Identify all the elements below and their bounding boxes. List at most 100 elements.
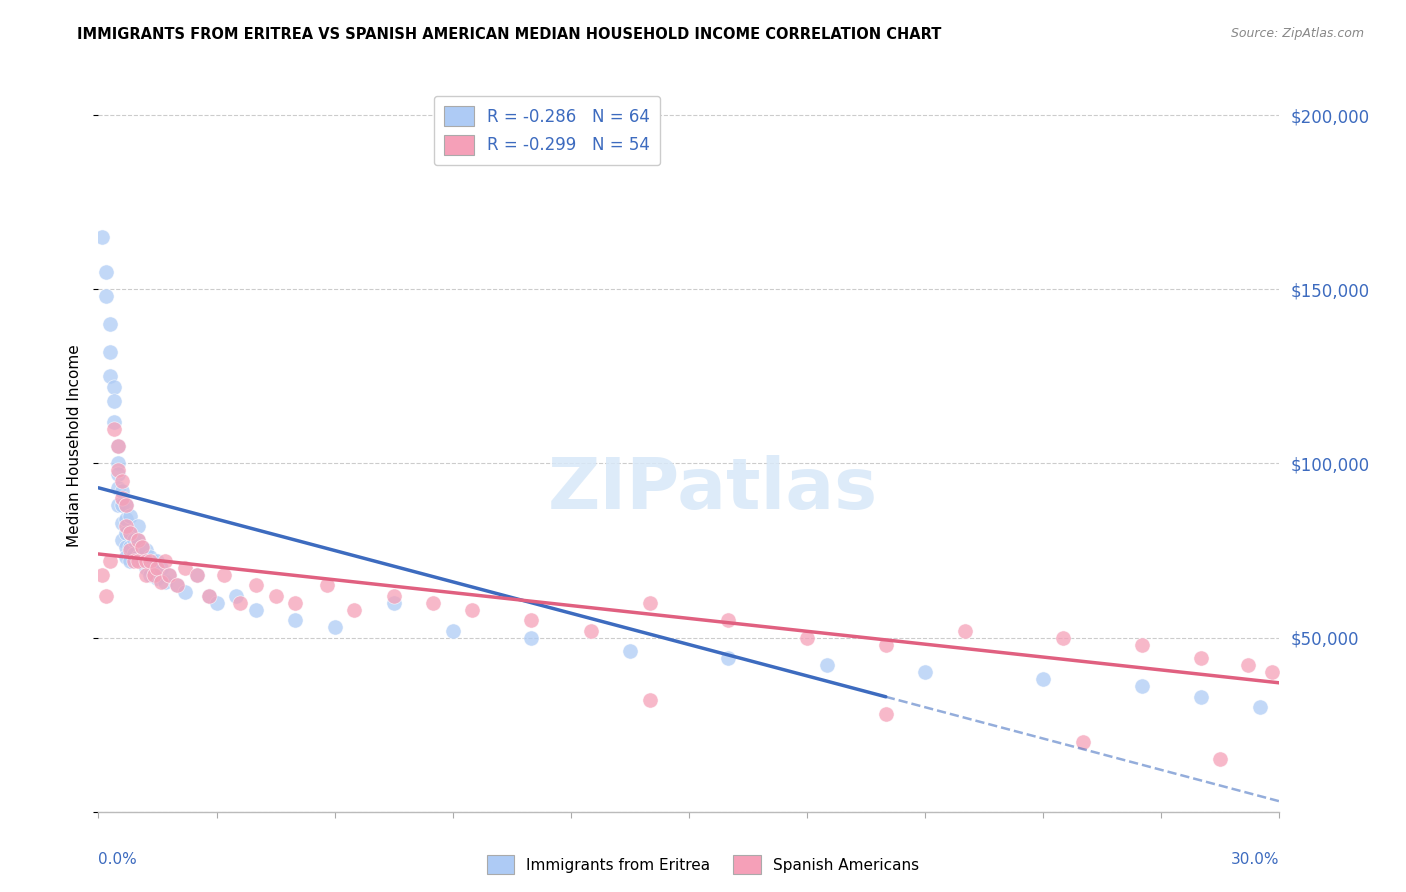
Point [118, 540, 141, 554]
Point [115, 550, 138, 565]
Point [225, 589, 247, 603]
Point [146, 554, 169, 568]
Point [382, 589, 405, 603]
Point [875, 638, 897, 652]
Y-axis label: Median Household Income: Median Household Income [67, 344, 83, 548]
Point [197, 589, 219, 603]
Point [1071, 735, 1094, 749]
Text: ZIPatlas: ZIPatlas [547, 456, 877, 524]
Point [1130, 638, 1153, 652]
Point [205, 596, 228, 610]
Point [1249, 700, 1271, 714]
Point [138, 554, 160, 568]
Point [138, 567, 160, 582]
Point [284, 613, 307, 627]
Point [115, 540, 138, 554]
Point [157, 567, 180, 582]
Point [127, 550, 149, 565]
Text: IMMIGRANTS FROM ERITREA VS SPANISH AMERICAN MEDIAN HOUSEHOLD INCOME CORRELATION : IMMIGRANTS FROM ERITREA VS SPANISH AMERI… [77, 27, 942, 42]
Point [115, 498, 138, 512]
Point [115, 519, 138, 533]
Point [155, 554, 177, 568]
Point [127, 519, 149, 533]
Point [1209, 752, 1232, 766]
Point [127, 533, 149, 547]
Point [142, 567, 165, 582]
Point [111, 491, 134, 506]
Point [1189, 690, 1212, 704]
Point [98, 345, 121, 359]
Point [115, 512, 138, 526]
Point [197, 589, 219, 603]
Point [96, 289, 118, 303]
Point [107, 467, 129, 481]
Point [796, 631, 818, 645]
Point [115, 526, 138, 541]
Point [343, 603, 366, 617]
Point [131, 540, 153, 554]
Point [638, 596, 661, 610]
Point [953, 624, 976, 638]
Text: Source: ZipAtlas.com: Source: ZipAtlas.com [1230, 27, 1364, 40]
Point [619, 644, 641, 658]
Point [122, 547, 145, 561]
Point [107, 481, 129, 495]
Point [118, 526, 141, 541]
Point [717, 613, 740, 627]
Point [1052, 631, 1074, 645]
Point [107, 439, 129, 453]
Point [122, 554, 145, 568]
Point [1189, 651, 1212, 665]
Point [245, 603, 267, 617]
Point [91, 230, 114, 244]
Point [146, 571, 169, 585]
Point [107, 498, 129, 512]
Point [229, 596, 252, 610]
Point [135, 554, 157, 568]
Point [157, 567, 180, 582]
Point [103, 415, 125, 429]
Point [520, 631, 543, 645]
Point [382, 596, 405, 610]
Point [107, 463, 129, 477]
Text: 0.0%: 0.0% [98, 852, 138, 867]
Point [214, 567, 236, 582]
Point [135, 561, 157, 575]
Point [127, 533, 149, 547]
Point [111, 474, 134, 488]
Point [166, 578, 188, 592]
Text: 30.0%: 30.0% [1232, 852, 1279, 867]
Point [96, 265, 118, 279]
Point [875, 707, 897, 722]
Point [422, 596, 444, 610]
Point [131, 540, 153, 554]
Point [118, 543, 141, 558]
Point [264, 589, 287, 603]
Point [103, 380, 125, 394]
Legend: Immigrants from Eritrea, Spanish Americans: Immigrants from Eritrea, Spanish America… [481, 849, 925, 880]
Point [315, 578, 337, 592]
Point [118, 554, 141, 568]
Point [717, 651, 740, 665]
Point [111, 533, 134, 547]
Point [118, 508, 141, 523]
Point [107, 439, 129, 453]
Point [127, 554, 149, 568]
Point [1032, 673, 1054, 687]
Point [115, 498, 138, 512]
Point [1130, 679, 1153, 693]
Point [96, 589, 118, 603]
Point [638, 693, 661, 707]
Point [98, 369, 121, 384]
Point [111, 498, 134, 512]
Point [107, 457, 129, 471]
Point [142, 561, 165, 575]
Point [118, 526, 141, 541]
Point [111, 516, 134, 530]
Point [1260, 665, 1282, 680]
Point [111, 484, 134, 499]
Point [245, 578, 267, 592]
Point [91, 567, 114, 582]
Point [323, 620, 346, 634]
Point [441, 624, 464, 638]
